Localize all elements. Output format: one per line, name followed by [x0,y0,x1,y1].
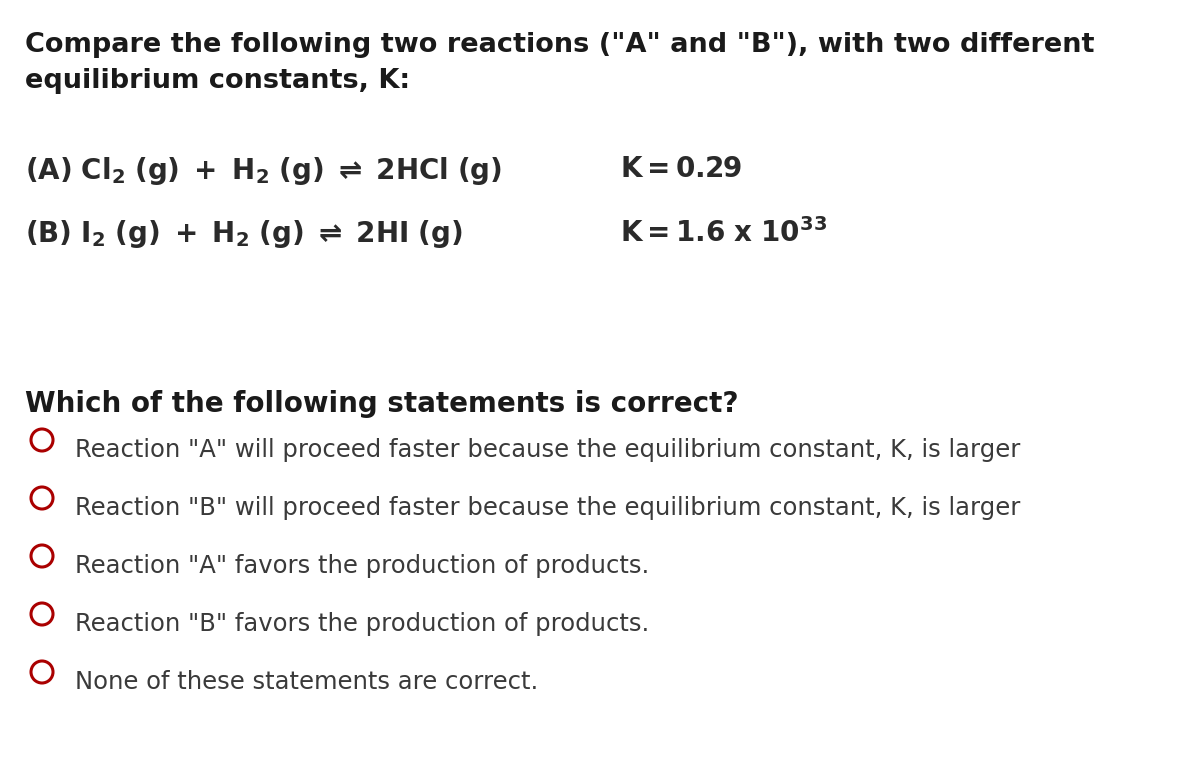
Text: $\mathbf{(B)\ I_2\ (g)\ +\ H_2\ (g)\ \rightleftharpoons\ 2HI\ (g)}$: $\mathbf{(B)\ I_2\ (g)\ +\ H_2\ (g)\ \ri… [25,218,463,250]
Text: Reaction "B" will proceed faster because the equilibrium constant, K, is larger: Reaction "B" will proceed faster because… [74,496,1020,520]
Text: Reaction "A" favors the production of products.: Reaction "A" favors the production of pr… [74,554,649,578]
Text: $\mathbf{(A)\ Cl_2\ (g)\ +\ H_2\ (g)\ \rightleftharpoons\ 2HCl\ (g)}$: $\mathbf{(A)\ Cl_2\ (g)\ +\ H_2\ (g)\ \r… [25,155,502,187]
Text: $\mathbf{K = 0.29}$: $\mathbf{K = 0.29}$ [620,155,743,183]
Text: None of these statements are correct.: None of these statements are correct. [74,670,539,694]
Text: $\mathbf{K = 1.6\ x\ 10^{33}}$: $\mathbf{K = 1.6\ x\ 10^{33}}$ [620,218,827,248]
Text: equilibrium constants, K:: equilibrium constants, K: [25,68,410,94]
Text: Compare the following two reactions ("A" and "B"), with two different: Compare the following two reactions ("A"… [25,32,1094,58]
Text: Reaction "B" favors the production of products.: Reaction "B" favors the production of pr… [74,612,649,636]
Text: Which of the following statements is correct?: Which of the following statements is cor… [25,390,738,418]
Text: Reaction "A" will proceed faster because the equilibrium constant, K, is larger: Reaction "A" will proceed faster because… [74,438,1020,462]
